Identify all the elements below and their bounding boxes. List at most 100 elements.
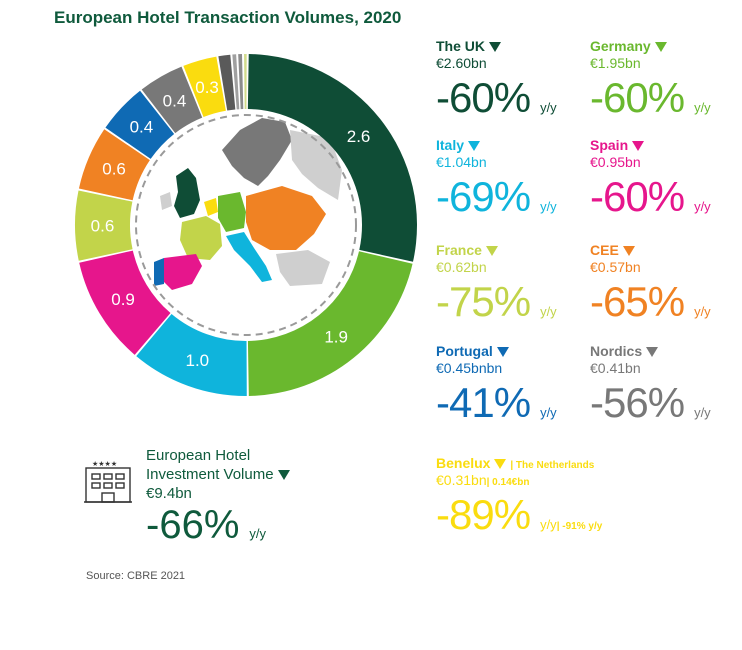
slice-label: 0.4 [130, 118, 154, 137]
stat-pct: -60% [590, 74, 685, 121]
total-label-line2: Investment Volume [146, 466, 274, 483]
stat-portugal: Portugal €0.45bnbn -41% y/y [436, 343, 586, 426]
stat-name-text: Nordics [590, 343, 643, 359]
stat-name: Italy [436, 137, 586, 153]
stat-pct: -69% [436, 173, 531, 220]
stat-name: Nordics [590, 343, 740, 359]
stat-yy: y/y [694, 304, 711, 319]
stat-name-text: CEE [590, 242, 619, 258]
stat-yy: y/y [540, 304, 557, 319]
down-arrow-icon [496, 347, 509, 358]
slice-france [75, 190, 133, 261]
total-summary: European Hotel Investment Volume €9.4bn … [146, 446, 290, 547]
stat-amount: €1.95bn [590, 55, 641, 71]
stat-pct: -65% [590, 278, 685, 325]
slice-cee [78, 129, 150, 201]
stat-yy: y/y [540, 100, 557, 115]
map-spain [162, 254, 202, 290]
source-note: Source: CBRE 2021 [86, 570, 186, 582]
stat-italy: Italy €1.04bn -69% y/y [436, 137, 586, 220]
slice-label: 1.0 [185, 351, 209, 370]
stat-amount: €0.31bn| 0.14€bn [436, 472, 736, 488]
stat-amount: €0.41bn [590, 360, 641, 376]
stat-name-text: Portugal [436, 343, 493, 359]
slice-other-4 [244, 53, 247, 110]
stat-name: Portugal [436, 343, 586, 359]
slice-portugal [105, 90, 175, 159]
stat-yy: y/y [694, 405, 711, 420]
stat-amount: €2.60bn [436, 55, 487, 71]
stat-yy: y/y [694, 100, 711, 115]
down-arrow-icon [622, 246, 635, 257]
down-arrow-icon [646, 347, 659, 358]
stat-yy: y/y [540, 199, 557, 214]
stat-pct: -75% [436, 278, 531, 325]
slice-other-3 [238, 54, 244, 110]
slice-label: 0.6 [91, 217, 115, 236]
map-southeast [276, 250, 330, 286]
stat-cee: CEE €0.57bn -65% y/y [590, 242, 740, 325]
hotel-building-icon: ★★★★ [84, 460, 132, 503]
stat-benelux: Benelux | The Netherlands €0.31bn| 0.14€… [436, 455, 736, 538]
map-italy [226, 232, 272, 282]
benelux-yy: y/y [540, 517, 557, 532]
map-france [180, 216, 222, 260]
map-ireland [160, 192, 172, 210]
stat-the-uk: The UK €2.60bn -60% y/y [436, 38, 586, 121]
down-arrow-icon [489, 42, 501, 53]
stat-name: Spain [590, 137, 740, 153]
map-portugal [154, 258, 164, 286]
donut-chart: 2.6 1.9 1.0 0.9 0.6 0.6 0.4 0.4 0.3 [75, 53, 417, 396]
map-uk [174, 168, 200, 218]
total-label-line1: European Hotel [146, 447, 251, 464]
stat-yy: y/y [694, 199, 711, 214]
benelux-sub-yy: | -91% y/y [556, 521, 603, 532]
slice-label: 0.9 [111, 290, 135, 309]
benelux-amount: €0.31bn [436, 472, 487, 488]
stat-name-text: France [436, 242, 482, 258]
benelux-pct: -89% [436, 491, 531, 538]
down-arrow-icon [632, 141, 645, 152]
stat-amount: €0.57bn [590, 259, 641, 275]
slice-label: 1.9 [324, 328, 348, 347]
map-cee [246, 186, 326, 250]
total-yy: y/y [249, 526, 267, 541]
slice-other-1 [218, 54, 236, 111]
stat-pct: -60% [436, 74, 531, 121]
chart-title: European Hotel Transaction Volumes, 2020 [54, 8, 402, 27]
slice-other-2 [232, 54, 240, 110]
slice-italy [136, 313, 247, 396]
stat-yy: y/y [540, 405, 557, 420]
map-east [290, 130, 342, 200]
total-label-line2-wrap: Investment Volume [146, 465, 290, 484]
svg-text:★★★★: ★★★★ [92, 460, 117, 468]
stat-pct: -60% [590, 173, 685, 220]
stat-name: Benelux | The Netherlands [436, 455, 736, 471]
stat-pct: -41% [436, 379, 531, 426]
stat-amount: €0.45bnbn [436, 360, 503, 376]
down-arrow-icon [654, 42, 667, 53]
stat-name-text: Germany [590, 38, 651, 54]
stat-amount: €1.04bn [436, 154, 487, 170]
slice-label: 0.4 [163, 92, 187, 111]
slice-benelux [183, 56, 226, 118]
down-arrow-icon [494, 459, 507, 470]
stat-name: The UK [436, 38, 586, 54]
stat-name: CEE [590, 242, 740, 258]
benelux-sub-name: | The Netherlands [510, 460, 595, 471]
europe-map [154, 118, 342, 290]
benelux-name: Benelux [436, 455, 491, 471]
stat-amount: €0.95bn [590, 154, 641, 170]
map-dashed-ring [135, 114, 357, 336]
slice-the-uk [247, 54, 417, 262]
slice-germany [247, 251, 413, 396]
stat-name-text: Spain [590, 137, 629, 153]
stat-nordics: Nordics €0.41bn -56% y/y [590, 343, 740, 426]
stat-france: France €0.62bn -75% y/y [436, 242, 586, 325]
down-arrow-icon [277, 470, 290, 481]
stat-name-text: The UK [436, 38, 485, 54]
total-pct: -66% [146, 503, 240, 547]
stat-name-text: Italy [436, 137, 465, 153]
slice-label: 2.6 [347, 127, 371, 146]
stat-amount: €0.62bn [436, 259, 487, 275]
